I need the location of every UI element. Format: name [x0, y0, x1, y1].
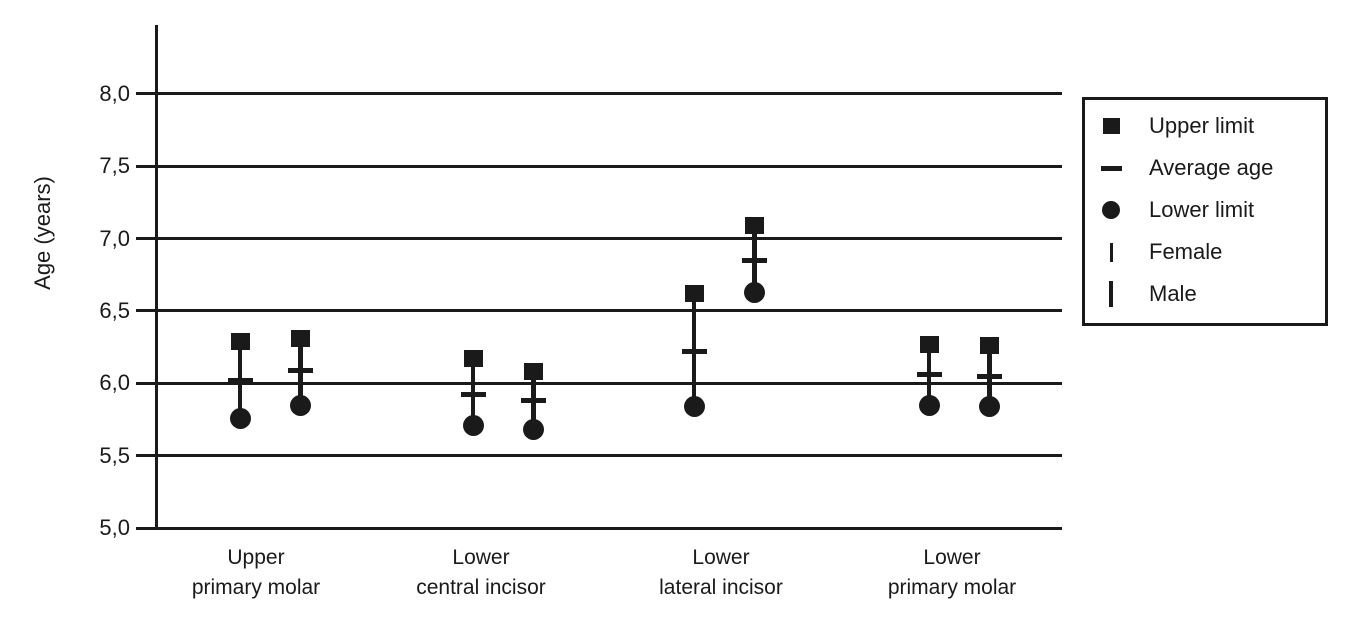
upper-limit-marker-male	[523, 363, 543, 381]
legend-marker-cell	[1085, 165, 1137, 171]
x-category-label-line: Upper	[227, 546, 285, 569]
upper-limit-marker-male	[290, 329, 310, 347]
legend-item-label: Average age	[1149, 155, 1274, 180]
upper-limit-marker-female	[684, 285, 704, 303]
legend-box: Upper limit Average age Lower limit Female M…	[1082, 97, 1328, 326]
upper-limit-marker-female	[230, 332, 250, 350]
range-stem-female	[471, 358, 475, 426]
y-tick-label: 6,0	[99, 370, 130, 396]
gridline-7,0	[136, 237, 1062, 241]
x-category-label-line: primary molar	[887, 576, 1017, 599]
legend-item: Upper limit	[1085, 105, 1325, 147]
x-category-label-line: central incisor	[416, 576, 546, 599]
lower-limit-marker-female	[918, 394, 940, 416]
average-age-marker-female	[681, 349, 707, 354]
lower-limit-marker-female	[462, 414, 484, 436]
lower-limit-marker-female	[229, 407, 251, 429]
gridline-8,0	[136, 92, 1062, 96]
x-category-label-line: Lower	[692, 546, 750, 569]
gridline-6,0	[136, 381, 1062, 385]
average-age-marker-male	[520, 398, 546, 404]
lower-limit-marker-male	[743, 281, 765, 303]
average-age-marker-male	[741, 257, 767, 263]
x-category-label-line: Lower	[923, 546, 981, 569]
x-category-label-line: lateral incisor	[659, 576, 783, 599]
legend-marker-cell	[1085, 118, 1137, 134]
circle-icon	[1102, 201, 1120, 219]
lower-limit-marker-male	[522, 419, 544, 441]
y-tick-label: 7,5	[99, 153, 130, 179]
gridline-7,5	[136, 164, 1062, 168]
square-icon	[1102, 118, 1120, 134]
legend-item-label: Lower limit	[1149, 197, 1255, 222]
y-tick-label: 6,5	[99, 297, 130, 323]
dash-icon	[1100, 165, 1122, 171]
legend-item-label: Upper limit	[1149, 113, 1255, 138]
legend-item-label: Female	[1149, 239, 1223, 264]
x-category-label-line: Lower	[452, 546, 510, 569]
upper-limit-marker-male	[744, 217, 764, 235]
legend-item: Male	[1085, 273, 1325, 315]
x-category-label: Lower primary molar	[832, 543, 1072, 603]
y-tick-label: 5,0	[99, 515, 130, 540]
y-tick-label: 7,0	[99, 225, 130, 251]
legend-item: Average age	[1085, 147, 1325, 189]
upper-limit-marker-female	[463, 350, 483, 368]
y-tick-label: 5,5	[99, 442, 130, 468]
legend-item-label: Male	[1149, 281, 1197, 306]
average-age-marker-female	[460, 392, 486, 398]
gridline-6,5	[136, 309, 1062, 313]
y-tick-label: 8,0	[99, 80, 130, 106]
upper-limit-marker-female	[919, 335, 939, 353]
legend-marker-cell	[1085, 281, 1137, 307]
vline-thick-icon	[1109, 281, 1113, 307]
legend-item: Lower limit	[1085, 189, 1325, 231]
legend-item: Female	[1085, 231, 1325, 273]
lower-limit-marker-male	[289, 394, 311, 416]
average-age-marker-female	[227, 377, 253, 383]
average-age-marker-male	[976, 373, 1002, 379]
x-category-label: Lower central incisor	[361, 543, 601, 603]
gridline-5,5	[136, 454, 1062, 458]
average-age-marker-female	[916, 372, 942, 378]
upper-limit-marker-male	[979, 337, 999, 355]
lower-limit-marker-male	[978, 395, 1000, 417]
legend-marker-cell	[1085, 242, 1137, 262]
y-axis-line	[154, 25, 158, 530]
x-category-label: Upper primary molar	[136, 543, 376, 603]
x-category-label-line: primary molar	[191, 576, 321, 599]
legend-marker-cell	[1085, 201, 1137, 219]
vline-thin-icon	[1109, 242, 1113, 262]
average-age-marker-male	[287, 367, 313, 373]
gridline-5,0	[136, 526, 1062, 530]
x-category-label: Lower lateral incisor	[601, 543, 841, 603]
lower-limit-marker-female	[683, 395, 705, 417]
